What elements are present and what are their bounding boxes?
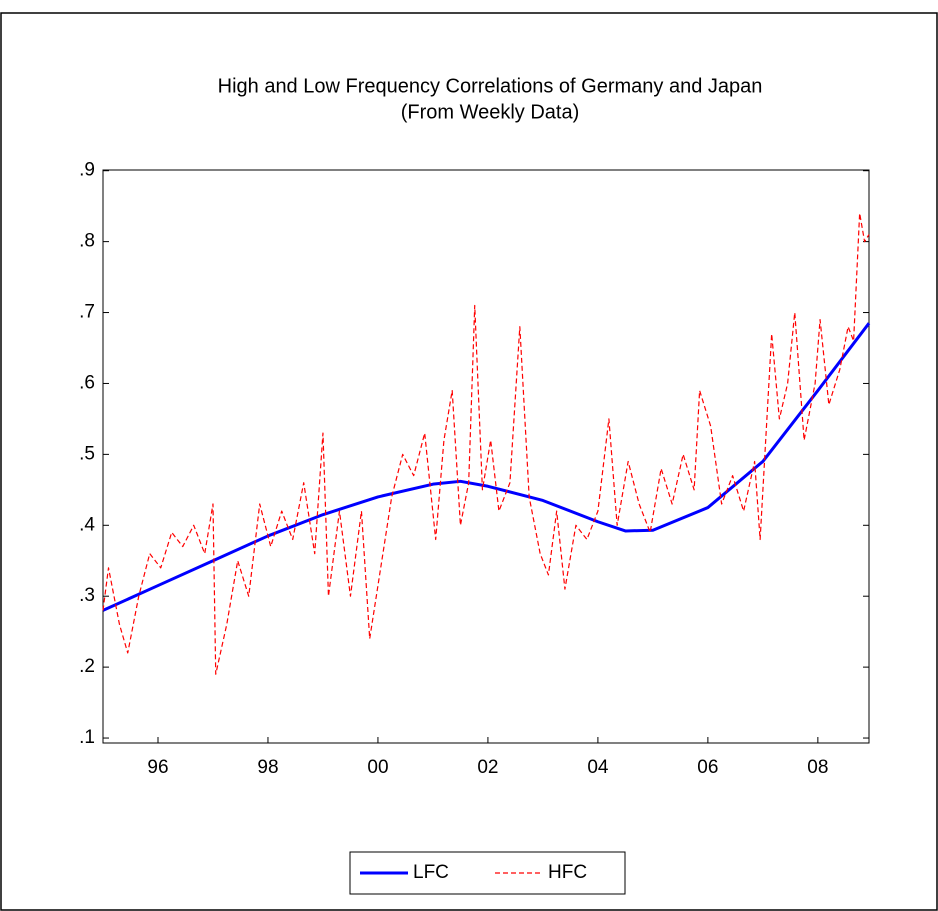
legend-label: LFC	[413, 862, 449, 883]
y-tick-label: .5	[79, 443, 95, 464]
x-tick-label: 08	[807, 757, 828, 778]
chart-subtitle: (From Weekly Data)	[401, 101, 580, 123]
y-tick-label: .4	[79, 514, 95, 535]
y-tick-label: .8	[79, 231, 95, 252]
y-tick-label: .7	[79, 302, 95, 323]
x-tick-label: 00	[367, 757, 388, 778]
x-tick-label: 06	[697, 757, 718, 778]
x-tick-label: 98	[257, 757, 278, 778]
legend-label: HFC	[548, 862, 587, 883]
y-tick-label: .6	[79, 372, 95, 393]
plot-area	[102, 169, 870, 744]
x-tick-label: 02	[477, 757, 498, 778]
frame	[0, 12, 938, 911]
series-line	[102, 212, 870, 675]
y-tick-label: .3	[79, 585, 95, 606]
chart-title: High and Low Frequency Correlations of G…	[218, 75, 763, 97]
y-tick-label: .2	[79, 656, 95, 677]
x-tick-label: 96	[147, 757, 168, 778]
y-tick-label: .9	[79, 160, 95, 181]
y-tick-label: .1	[79, 727, 95, 748]
x-tick-label: 04	[587, 757, 609, 778]
